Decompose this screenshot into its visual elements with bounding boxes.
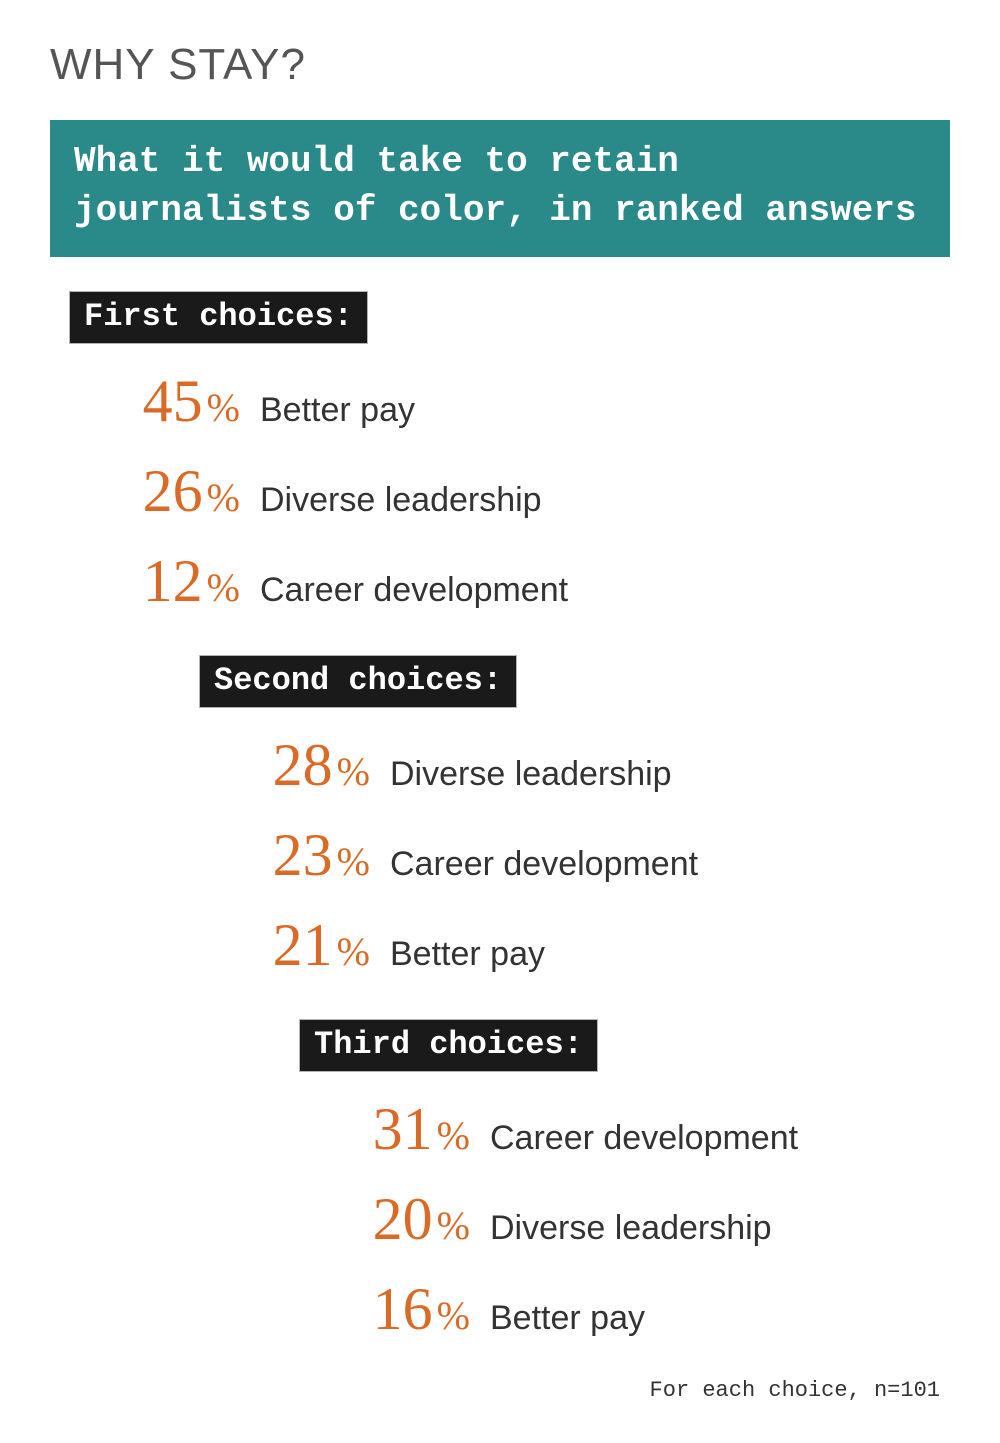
pct-value: 23 (273, 825, 333, 885)
stat-row: 31 % Career development (310, 1099, 950, 1159)
footnote: For each choice, n=101 (650, 1378, 940, 1403)
pct-value: 21 (273, 915, 333, 975)
pct-sign: % (337, 928, 370, 975)
stat-row: 16 % Better pay (310, 1279, 950, 1339)
pct-value: 16 (373, 1279, 433, 1339)
stat-row: 23 % Career development (210, 825, 950, 885)
pct-wrap: 16 % (310, 1279, 470, 1339)
banner: What it would take to retain journalists… (50, 120, 950, 257)
pct-sign: % (337, 748, 370, 795)
third-choices-label: Third choices: (300, 1020, 597, 1071)
pct-value: 31 (373, 1099, 433, 1159)
second-choices-label: Second choices: (200, 656, 516, 707)
stat-label: Diverse leadership (490, 1209, 772, 1248)
pct-value: 28 (273, 735, 333, 795)
pct-value: 20 (373, 1189, 433, 1249)
stat-row: 21 % Better pay (210, 915, 950, 975)
pct-wrap: 28 % (210, 735, 370, 795)
pct-wrap: 31 % (310, 1099, 470, 1159)
pct-sign: % (337, 838, 370, 885)
stat-label: Better pay (390, 935, 545, 974)
stat-row: 12 % Career development (80, 551, 950, 611)
pct-sign: % (207, 564, 240, 611)
pct-wrap: 21 % (210, 915, 370, 975)
stat-row: 20 % Diverse leadership (310, 1189, 950, 1249)
stat-row: 26 % Diverse leadership (80, 461, 950, 521)
stat-row: 28 % Diverse leadership (210, 735, 950, 795)
pct-wrap: 23 % (210, 825, 370, 885)
stat-label: Better pay (490, 1299, 645, 1338)
pct-value: 12 (143, 551, 203, 611)
stat-label: Diverse leadership (260, 481, 542, 520)
pct-value: 45 (143, 371, 203, 431)
pct-wrap: 26 % (80, 461, 240, 521)
pct-sign: % (437, 1292, 470, 1339)
stat-label: Career development (390, 845, 698, 884)
third-choices-block: Third choices: 31 % Career development 2… (300, 1020, 950, 1339)
stat-label: Career development (260, 571, 568, 610)
page-title: WHY STAY? (50, 40, 950, 90)
pct-sign: % (207, 384, 240, 431)
pct-wrap: 45 % (80, 371, 240, 431)
first-choices-block: First choices: 45 % Better pay 26 % Dive… (70, 292, 950, 611)
stat-row: 45 % Better pay (80, 371, 950, 431)
pct-sign: % (437, 1202, 470, 1249)
pct-sign: % (207, 474, 240, 521)
stat-label: Diverse leadership (390, 755, 672, 794)
pct-wrap: 12 % (80, 551, 240, 611)
stat-label: Better pay (260, 391, 415, 430)
pct-wrap: 20 % (310, 1189, 470, 1249)
first-choices-label: First choices: (70, 292, 367, 343)
pct-value: 26 (143, 461, 203, 521)
pct-sign: % (437, 1112, 470, 1159)
stat-label: Career development (490, 1119, 798, 1158)
second-choices-block: Second choices: 28 % Diverse leadership … (200, 656, 950, 975)
